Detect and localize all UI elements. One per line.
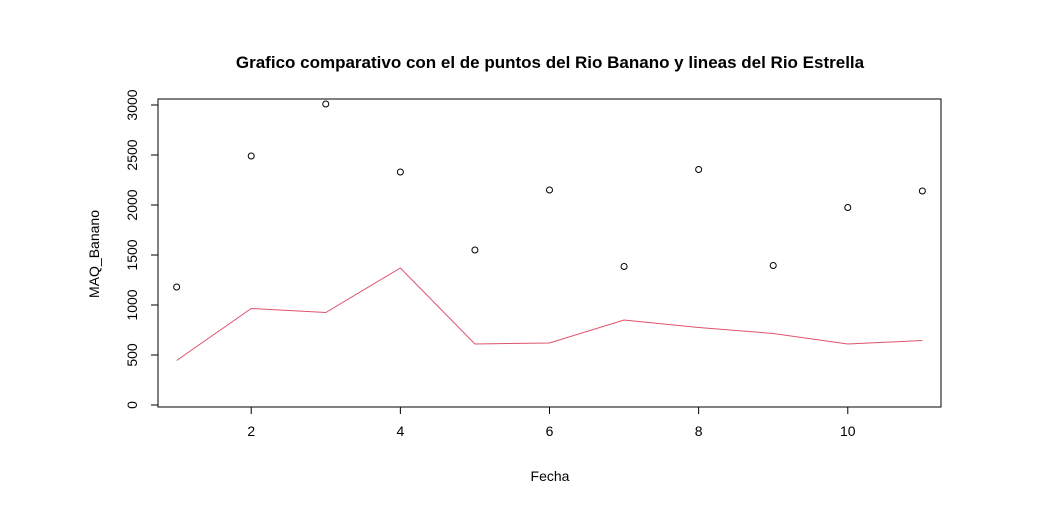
y-tick-label: 0 bbox=[124, 401, 140, 409]
chart-title: Grafico comparativo con el de puntos del… bbox=[236, 53, 865, 72]
y-tick-label: 1000 bbox=[124, 289, 140, 320]
rio-banano-point bbox=[471, 246, 479, 254]
rio-banano-point bbox=[173, 283, 181, 291]
plot-frame bbox=[157, 98, 942, 408]
rio-banano-point bbox=[620, 263, 628, 270]
rio-banano-point bbox=[546, 186, 553, 194]
rio-banano-point bbox=[247, 152, 255, 160]
x-tick-label: 4 bbox=[396, 423, 404, 439]
y-tick-label: 2500 bbox=[124, 139, 140, 170]
rio-banano-point bbox=[844, 204, 852, 211]
y-axis: 0 500 1000 1500 2000 2500 3000 bbox=[124, 89, 159, 409]
x-tick-label: 2 bbox=[247, 423, 255, 439]
y-tick-label: 2000 bbox=[124, 189, 140, 220]
rio-banano-point bbox=[695, 166, 703, 173]
y-tick-label: 1500 bbox=[124, 239, 140, 270]
x-axis-label: Fecha bbox=[531, 468, 570, 484]
rio-banano-point bbox=[918, 187, 926, 195]
y-tick-label: 500 bbox=[124, 343, 140, 367]
rio-estrella-line bbox=[176, 267, 923, 361]
x-axis: 2 4 6 8 10 bbox=[247, 406, 856, 439]
y-tick-label: 3000 bbox=[124, 89, 140, 120]
rio-banano-point bbox=[769, 262, 777, 269]
series-layer bbox=[173, 100, 926, 361]
rio-banano-point bbox=[322, 100, 330, 108]
x-tick-label: 6 bbox=[546, 423, 554, 439]
x-tick-label: 10 bbox=[840, 423, 856, 439]
y-axis-label: MAQ_Banano bbox=[86, 210, 102, 298]
rio-banano-point bbox=[396, 168, 404, 176]
x-tick-label: 8 bbox=[695, 423, 703, 439]
